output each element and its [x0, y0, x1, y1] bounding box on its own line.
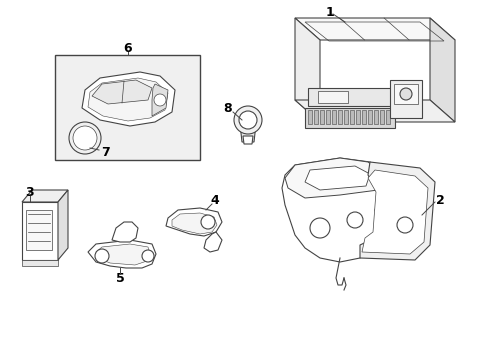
- Polygon shape: [359, 162, 434, 260]
- Bar: [307, 110, 311, 124]
- Bar: [361, 110, 365, 124]
- Bar: [26, 210, 52, 250]
- Polygon shape: [88, 240, 156, 268]
- Polygon shape: [429, 18, 454, 122]
- Bar: [317, 91, 347, 103]
- Circle shape: [201, 215, 215, 229]
- Text: 4: 4: [210, 194, 219, 207]
- Circle shape: [346, 212, 362, 228]
- Text: 7: 7: [101, 145, 109, 158]
- Polygon shape: [294, 18, 454, 40]
- Bar: [355, 110, 359, 124]
- Text: 8: 8: [223, 102, 232, 114]
- Bar: [22, 260, 58, 266]
- Circle shape: [73, 126, 97, 150]
- Bar: [319, 110, 324, 124]
- Polygon shape: [282, 158, 384, 262]
- Polygon shape: [58, 190, 68, 260]
- Text: 2: 2: [435, 194, 444, 207]
- Circle shape: [239, 111, 257, 129]
- Bar: [343, 110, 347, 124]
- Bar: [379, 110, 383, 124]
- Circle shape: [154, 94, 165, 106]
- Polygon shape: [82, 72, 175, 126]
- Circle shape: [95, 249, 109, 263]
- Polygon shape: [112, 222, 138, 242]
- Bar: [393, 84, 417, 104]
- Bar: [385, 110, 389, 124]
- Polygon shape: [22, 190, 68, 202]
- Polygon shape: [305, 166, 369, 190]
- Bar: [55, 55, 200, 160]
- Polygon shape: [152, 84, 168, 116]
- Polygon shape: [96, 244, 150, 265]
- Bar: [373, 110, 377, 124]
- Bar: [367, 110, 371, 124]
- Polygon shape: [361, 170, 427, 254]
- Polygon shape: [294, 18, 319, 122]
- Polygon shape: [203, 232, 222, 252]
- Polygon shape: [165, 208, 222, 236]
- Circle shape: [399, 88, 411, 100]
- Bar: [389, 80, 421, 118]
- Polygon shape: [240, 124, 256, 142]
- Circle shape: [69, 122, 101, 154]
- Bar: [307, 88, 391, 106]
- Bar: [331, 110, 335, 124]
- Polygon shape: [294, 100, 454, 122]
- Bar: [349, 110, 353, 124]
- Text: 6: 6: [123, 41, 132, 54]
- Text: 3: 3: [26, 185, 34, 198]
- Polygon shape: [243, 136, 252, 144]
- Bar: [22, 202, 58, 260]
- Bar: [325, 110, 329, 124]
- Polygon shape: [285, 158, 381, 198]
- Circle shape: [309, 218, 329, 238]
- Polygon shape: [88, 78, 168, 121]
- Text: 1: 1: [325, 5, 334, 18]
- Text: 5: 5: [115, 271, 124, 284]
- Circle shape: [234, 106, 262, 134]
- Circle shape: [142, 250, 154, 262]
- Polygon shape: [92, 80, 152, 104]
- Circle shape: [396, 217, 412, 233]
- Bar: [305, 108, 394, 128]
- Bar: [313, 110, 317, 124]
- Bar: [337, 110, 341, 124]
- Polygon shape: [172, 213, 217, 234]
